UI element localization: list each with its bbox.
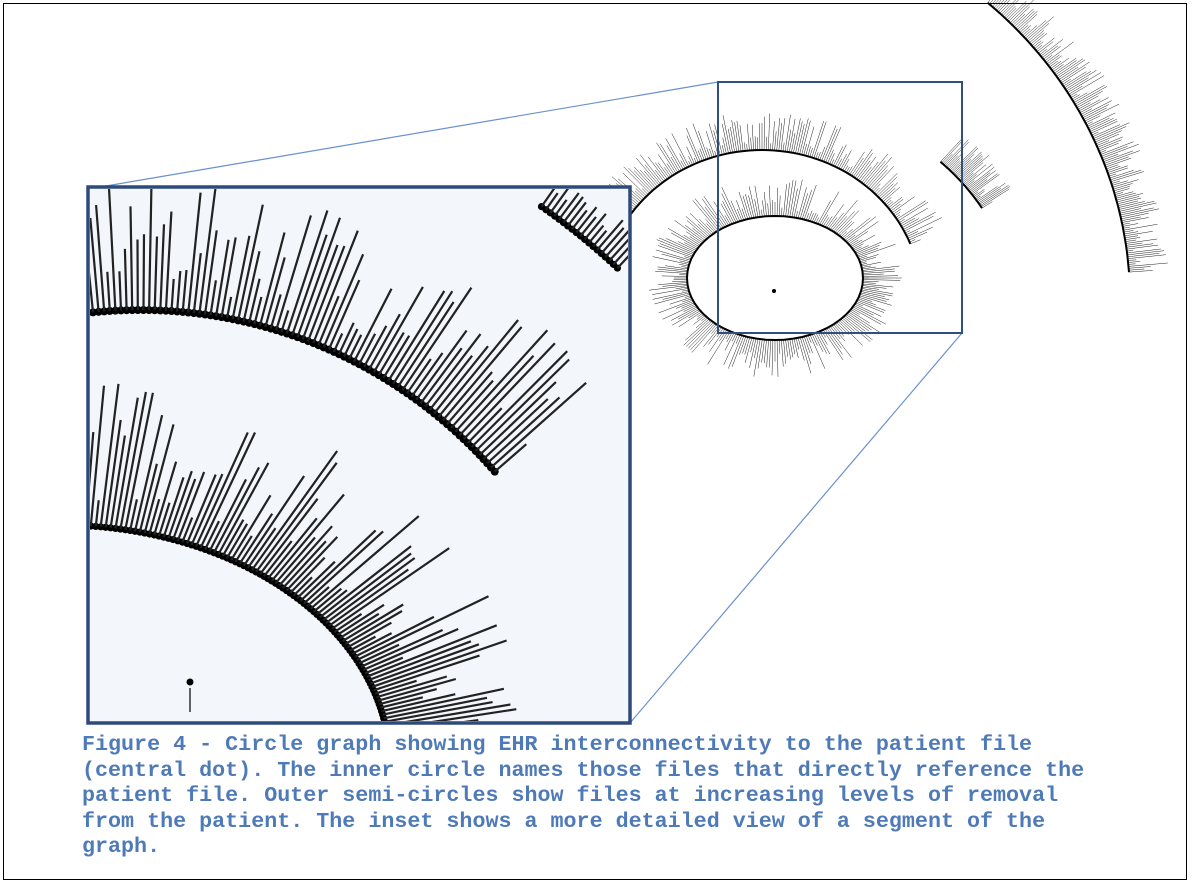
inset (86, 185, 632, 725)
node (139, 306, 148, 315)
node (39, 316, 47, 324)
node (133, 306, 142, 315)
node (33, 522, 40, 529)
node (23, 320, 31, 328)
node (61, 312, 69, 320)
node-labels (987, 0, 1168, 273)
ring (987, 1, 1130, 273)
zoom-box (717, 81, 963, 334)
node (67, 522, 74, 529)
node-labels (648, 179, 902, 377)
caption-line: from the patient. The inset shows a more… (82, 808, 1046, 834)
node (17, 321, 25, 329)
node (57, 521, 64, 528)
node (62, 521, 69, 528)
node (28, 522, 35, 529)
node (77, 522, 84, 529)
frame (3, 3, 1187, 880)
node-labels (90, 383, 517, 721)
node (6, 324, 14, 332)
node-labels (582, 113, 943, 245)
node (43, 522, 50, 529)
caption: Figure 4 - Circle graph showing EHR inte… (82, 732, 1084, 860)
node (52, 521, 59, 528)
patient-dot (772, 289, 776, 293)
caption-line: Figure 4 - Circle graph showing EHR inte… (82, 732, 1033, 757)
caption-line: (central dot). The inner circle names th… (82, 757, 1085, 783)
caption-line: patient file. Outer semi-circles show fi… (82, 783, 1059, 809)
inset-graph (6, 189, 628, 721)
node (45, 315, 53, 323)
node-labels (540, 189, 628, 269)
node (72, 522, 79, 529)
caption-line: graph. (82, 834, 161, 860)
node (12, 323, 20, 331)
node (67, 311, 75, 319)
ring (685, 214, 864, 342)
node (34, 317, 42, 325)
node-labels (90, 189, 587, 473)
patient-dot (186, 678, 194, 686)
node (28, 319, 36, 327)
ring (612, 148, 912, 245)
node (78, 310, 86, 318)
node (111, 306, 120, 315)
node (56, 313, 64, 321)
overview-graph (582, 0, 1168, 377)
node (47, 521, 54, 528)
node (50, 314, 58, 322)
node (72, 310, 80, 318)
node (150, 306, 159, 315)
connector (99, 81, 719, 188)
node-labels (940, 138, 1011, 209)
connector (629, 332, 963, 724)
node (381, 718, 389, 721)
node (38, 522, 45, 529)
